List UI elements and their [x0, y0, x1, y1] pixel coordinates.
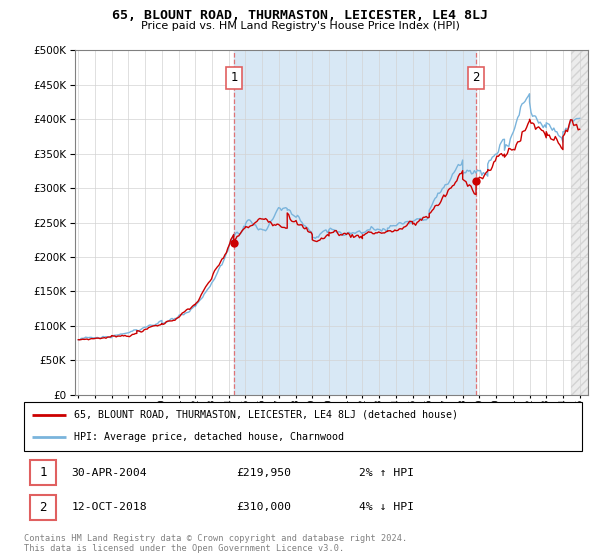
Bar	[234, 50, 476, 395]
Text: Price paid vs. HM Land Registry's House Price Index (HPI): Price paid vs. HM Land Registry's House …	[140, 21, 460, 31]
FancyBboxPatch shape	[29, 460, 56, 486]
Text: 2: 2	[39, 501, 47, 514]
Bar	[571, 50, 588, 395]
Text: £310,000: £310,000	[236, 502, 291, 512]
Text: 2: 2	[472, 72, 479, 85]
Text: 30-APR-2004: 30-APR-2004	[71, 468, 147, 478]
Text: £219,950: £219,950	[236, 468, 291, 478]
Text: Contains HM Land Registry data © Crown copyright and database right 2024.
This d: Contains HM Land Registry data © Crown c…	[24, 534, 407, 553]
Text: 65, BLOUNT ROAD, THURMASTON, LEICESTER, LE4 8LJ: 65, BLOUNT ROAD, THURMASTON, LEICESTER, …	[112, 9, 488, 22]
Text: 2% ↑ HPI: 2% ↑ HPI	[359, 468, 414, 478]
Text: 12-OCT-2018: 12-OCT-2018	[71, 502, 147, 512]
Text: HPI: Average price, detached house, Charnwood: HPI: Average price, detached house, Char…	[74, 432, 344, 442]
FancyBboxPatch shape	[29, 494, 56, 520]
Bar	[571, 50, 588, 395]
Text: 65, BLOUNT ROAD, THURMASTON, LEICESTER, LE4 8LJ (detached house): 65, BLOUNT ROAD, THURMASTON, LEICESTER, …	[74, 410, 458, 420]
Text: 4% ↓ HPI: 4% ↓ HPI	[359, 502, 414, 512]
FancyBboxPatch shape	[24, 402, 582, 451]
Text: 1: 1	[39, 466, 47, 479]
Text: 1: 1	[230, 72, 238, 85]
